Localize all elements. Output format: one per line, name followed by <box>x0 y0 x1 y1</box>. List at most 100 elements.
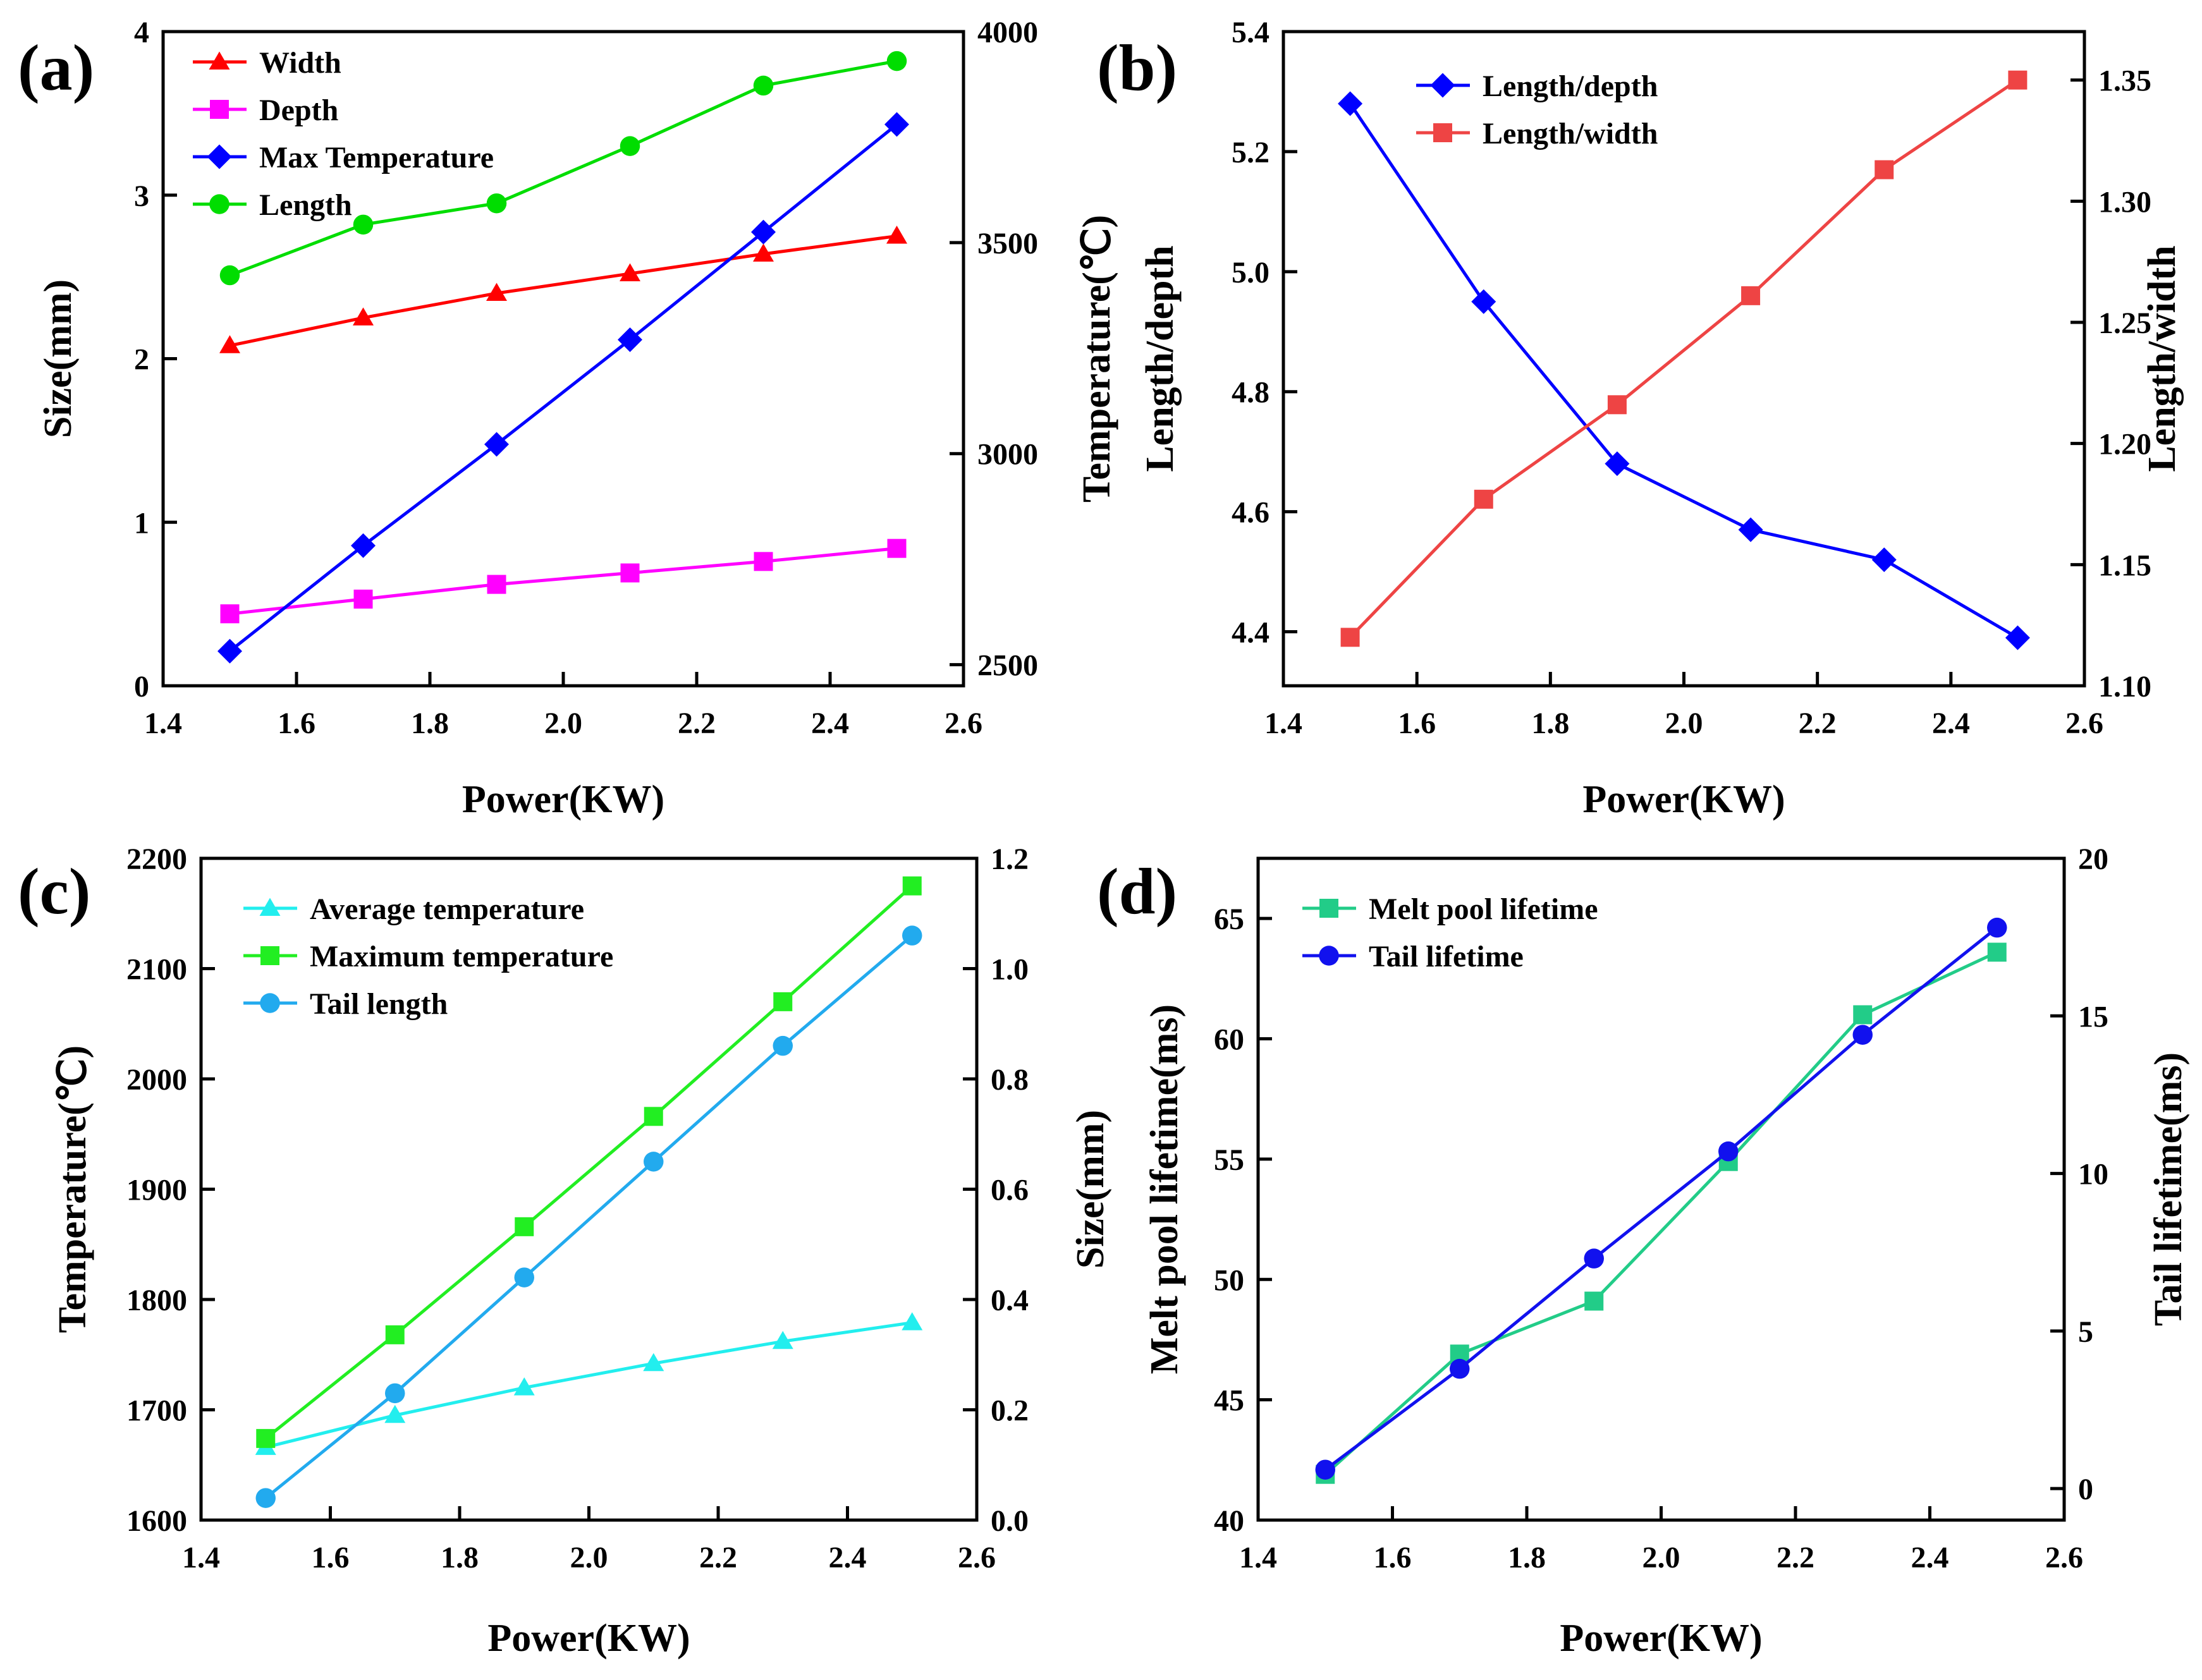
panel-b-series-length-depth-point <box>1871 547 1897 573</box>
panel-a-legend-entry: Length <box>193 188 352 222</box>
panel-c-series-maximum-temperature-point <box>256 1428 276 1448</box>
panel-c-right-y-tick-label: 0.0 <box>991 1504 1029 1538</box>
panel-c-series-average-temperature <box>255 1312 923 1455</box>
panel-b-left-y-tick-label: 4.8 <box>1232 376 1269 410</box>
panel-d-x-tick-label: 2.2 <box>1777 1541 1814 1574</box>
panel-a-series-depth-point <box>620 563 640 583</box>
panel-a-series-depth-point <box>487 575 506 594</box>
panel-c-x-tick-label: 2.6 <box>958 1541 996 1574</box>
panel-a-x-tick-label: 1.4 <box>144 707 182 740</box>
panel-a-legend-marker <box>207 144 232 169</box>
panel-c-series-tail-length-point <box>255 1488 276 1508</box>
panel-c-right-y-tick-label: 1.2 <box>991 843 1029 876</box>
panel-a-series-width-point <box>219 335 240 353</box>
panel-b-series-length-width-point <box>1875 160 1894 180</box>
panel-b-series-length-width-point <box>1474 489 1493 509</box>
panel-d-right-y-tick-label: 0 <box>2078 1473 2093 1506</box>
panel-c-x-tick-label: 1.8 <box>441 1541 479 1574</box>
panel-d-series-melt-pool-lifetime <box>1316 942 2007 1484</box>
panel-c-x-tick-label: 1.6 <box>312 1541 350 1574</box>
panel-b-series-length-depth-point <box>2005 625 2030 650</box>
panel-b: 1.4 1.6 1.8 2.0 2.2 2.4 2.6 4.4 4.6 4.8 5.0 5.2 5.4 1… <box>1097 16 2184 821</box>
panel-b-series-length-width-point <box>1607 395 1627 415</box>
panel-d-right-y-tick-label: 15 <box>2078 1000 2108 1033</box>
panel-b-left-y-axis-title: Length/depth <box>1139 245 1182 472</box>
panel-a-legend-label: Max Temperature <box>259 141 494 174</box>
panel-a-series-width-point <box>620 263 640 281</box>
panel-b-series-length-width-point <box>1741 286 1761 305</box>
panel-a-right-y-tick-label: 4000 <box>977 16 1038 49</box>
panel-b-series-length-width-point <box>2008 70 2028 90</box>
panel-d: 1.4 1.6 1.8 2.0 2.2 2.4 2.6 40 45 50 55 60 65 0 5 10 15 2… <box>1097 843 2190 1660</box>
panel-b-x-tick-label: 1.8 <box>1531 707 1569 740</box>
panel-c-right-y-tick-label: 0.8 <box>991 1063 1029 1097</box>
panel-c-right-y-axis-title: Size(mm) <box>1069 1110 1112 1269</box>
panel-d-left-y-tick-label: 50 <box>1214 1263 1244 1297</box>
panel-b-legend-marker <box>1430 73 1455 98</box>
panel-a-series-max-temperature-point <box>751 219 776 245</box>
panel-d-series-tail-lifetime-point <box>1315 1459 1335 1480</box>
panel-c-right-y-tick-label: 0.6 <box>991 1174 1029 1207</box>
panel-d-x-tick-label: 1.4 <box>1239 1541 1277 1574</box>
panel-b-right-y-tick-label: 1.10 <box>2098 670 2151 703</box>
panel-a-series-max-temperature-point <box>618 327 642 352</box>
panel-c-series-maximum-temperature-point <box>902 876 922 896</box>
panel-d-series-tail-lifetime-point <box>1450 1358 1470 1379</box>
panel-a-legend-entry: Depth <box>193 94 338 127</box>
panel-a-x-tick-label: 2.6 <box>945 707 982 740</box>
panel-d-legend-label: Tail lifetime <box>1369 940 1524 973</box>
panel-c-legend-marker <box>259 898 281 916</box>
panel-a-series-depth-line <box>229 547 897 616</box>
panel-b-series-length-width-point <box>1340 628 1360 647</box>
panel-a-series-width-line <box>229 234 897 348</box>
panel-c-legend-label: Average temperature <box>310 892 584 926</box>
panel-a-series-max-temperature-point <box>217 638 242 664</box>
panel-d-series-tail-lifetime-point <box>1987 917 2007 938</box>
panel-a-series-width-point <box>753 243 774 262</box>
panel-a-series-depth-point <box>887 539 907 558</box>
panel-b-series-length-depth-point <box>1605 451 1630 477</box>
panel-c-x-tick-label: 2.2 <box>699 1541 737 1574</box>
panel-c-left-y-tick-label: 2200 <box>126 843 187 876</box>
panel-d-series-tail-lifetime-point <box>1718 1141 1739 1162</box>
panel-c-x-tick-label: 2.0 <box>570 1541 608 1574</box>
panel-c-legend-entry: Average temperature <box>243 892 584 926</box>
panel-c-series-average-temperature-point <box>643 1353 664 1372</box>
panel-c-left-y-tick-label: 1600 <box>126 1504 187 1538</box>
panel-a-series-width-point <box>886 225 907 244</box>
panel-b-series-length-width <box>1340 70 2028 647</box>
panel-c-series-average-temperature-point <box>902 1312 923 1330</box>
panel-c-legend-label: Tail length <box>310 987 448 1021</box>
panel-d-legend-label: Melt pool lifetime <box>1369 892 1598 926</box>
panel-a-legend-entry: Width <box>193 46 341 80</box>
panel-c-left-y-tick-label: 2000 <box>126 1063 187 1097</box>
panel-c-series-average-temperature-line <box>265 1321 913 1449</box>
panel-c-series-maximum-temperature-point <box>385 1325 405 1344</box>
panel-d-left-y-tick-label: 60 <box>1214 1023 1244 1057</box>
panel-c-legend-entry: Tail length <box>243 987 448 1021</box>
panel-d-right-y-axis-title: Tail lifetime(ms) <box>2147 1052 2190 1326</box>
panel-c-x-axis-title: Power(KW) <box>487 1617 690 1660</box>
panel-c-series-tail-length-point <box>773 1035 793 1056</box>
panel-d-left-y-tick-label: 45 <box>1214 1384 1244 1418</box>
panel-a-legend-marker <box>210 100 229 119</box>
panel-a-series-length-point <box>353 214 374 235</box>
panel-b-series-length-depth <box>1338 91 2030 650</box>
panel-a-legend-marker <box>209 51 230 70</box>
panel-a-plot-frame <box>161 30 965 688</box>
panel-a-x-tick-label: 1.6 <box>278 707 315 740</box>
panel-b-legend-label: Length/depth <box>1483 70 1658 103</box>
panel-a-legend-marker <box>209 194 229 214</box>
panel-b-left-y-tick-label: 5.4 <box>1232 16 1269 49</box>
panel-a-x-tick-label: 2.2 <box>678 707 716 740</box>
panel-c-series-maximum-temperature <box>256 876 922 1448</box>
panel-a-x-tick-label: 2.4 <box>811 707 849 740</box>
panel-d-left-y-tick-label: 65 <box>1214 903 1244 936</box>
panel-a-x-tick-label: 2.0 <box>544 707 582 740</box>
panel-c-series-maximum-temperature-line <box>264 884 914 1440</box>
panel-a-left-y-tick-label: 0 <box>134 670 149 703</box>
panel-b-left-y-tick-label: 5.0 <box>1232 256 1269 289</box>
panel-c-left-y-axis-title: Temperature(℃) <box>51 1045 94 1333</box>
panel-a-series-length-point <box>219 265 240 286</box>
